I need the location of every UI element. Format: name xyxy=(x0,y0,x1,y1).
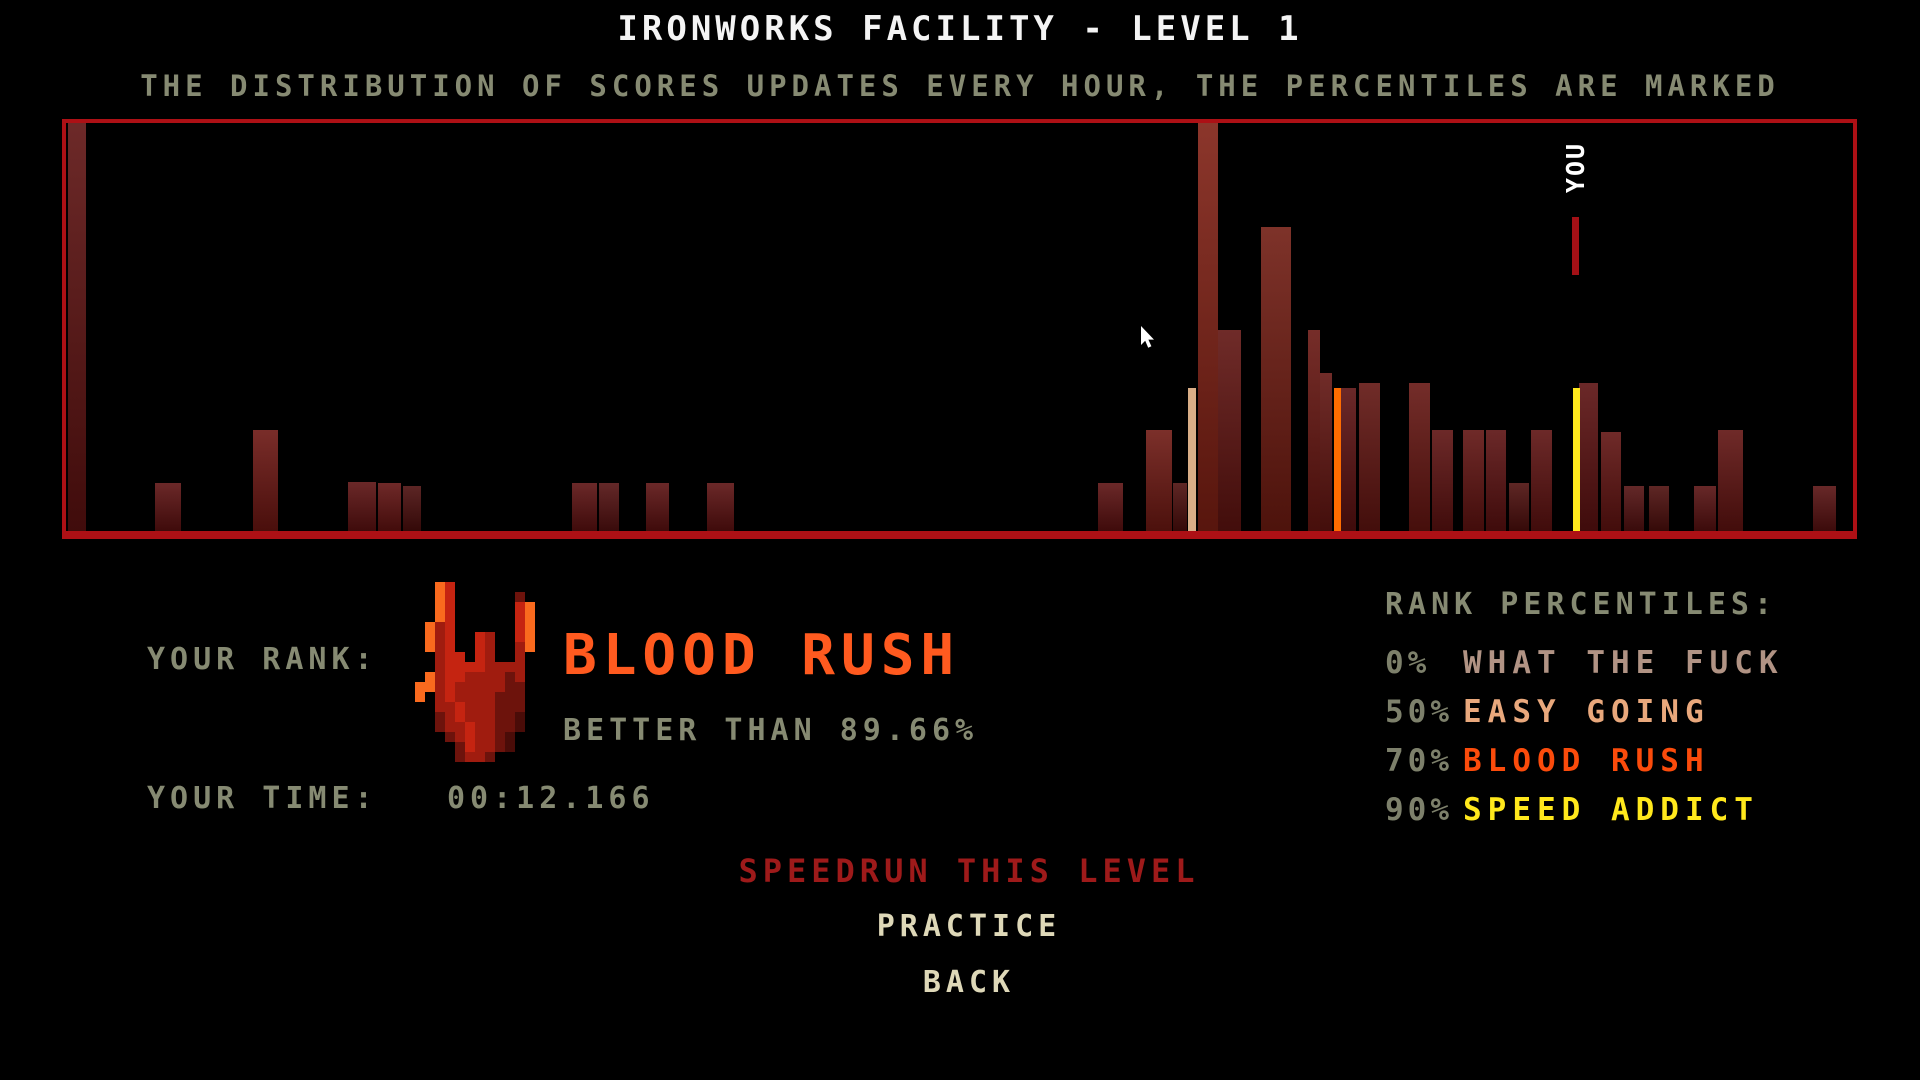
menu-item-practice[interactable]: PRACTICE xyxy=(876,909,1062,944)
histogram-bar xyxy=(1173,483,1187,531)
histogram-bar xyxy=(1718,430,1743,531)
histogram-bar xyxy=(253,430,278,531)
histogram-bar xyxy=(1432,430,1453,531)
histogram-bar xyxy=(572,483,597,531)
page-title: IRONWORKS FACILITY - LEVEL 1 xyxy=(617,9,1303,49)
histogram-bar xyxy=(1198,123,1218,531)
your-time-value: 00:12.166 xyxy=(447,781,655,816)
histogram-bar xyxy=(1261,227,1291,531)
histogram-bar xyxy=(1694,486,1716,531)
percentile-marker-90 xyxy=(1573,388,1580,531)
histogram-bar xyxy=(646,483,669,531)
percentile-value: 70% xyxy=(1385,743,1453,779)
histogram-bar xyxy=(1218,330,1241,531)
histogram-bar xyxy=(68,123,86,531)
menu-item-back[interactable]: BACK xyxy=(922,965,1016,1000)
percentile-marker-70 xyxy=(1334,388,1341,531)
your-time-label: YOUR TIME: xyxy=(147,781,378,816)
histogram-bar xyxy=(1320,373,1332,531)
histogram-bar xyxy=(599,483,619,531)
histogram-bar xyxy=(1579,383,1598,531)
percentile-value: 90% xyxy=(1385,792,1453,828)
histogram: YOU xyxy=(62,119,1857,539)
you-marker-label: YOU xyxy=(1561,141,1591,193)
histogram-bar xyxy=(1601,432,1621,531)
histogram-bar xyxy=(1463,430,1484,531)
histogram-bar xyxy=(1146,430,1172,531)
subtitle: THE DISTRIBUTION OF SCORES UPDATES EVERY… xyxy=(140,69,1780,103)
histogram-bar xyxy=(1409,383,1430,531)
percentile-value: 50% xyxy=(1385,694,1453,730)
histogram-bar xyxy=(348,482,376,531)
percentile-marker-50 xyxy=(1188,388,1196,531)
histogram-bar xyxy=(1509,483,1529,531)
rock-hand-icon xyxy=(415,582,545,762)
histogram-bar xyxy=(1486,430,1506,531)
better-than-text: BETTER THAN 89.66% xyxy=(563,713,979,748)
menu-item-speedrun-this-level[interactable]: SPEEDRUN THIS LEVEL xyxy=(738,852,1200,890)
histogram-bar xyxy=(1531,430,1552,531)
rank-value: BLOOD RUSH xyxy=(563,623,961,688)
histogram-bar xyxy=(707,483,734,531)
you-marker-tick xyxy=(1572,217,1579,275)
histogram-bar xyxy=(1341,388,1356,531)
mouse-cursor xyxy=(1140,326,1158,350)
histogram-bar xyxy=(1308,330,1320,531)
rank-name: EASY GOING xyxy=(1463,694,1710,730)
rank-percentiles-heading: RANK PERCENTILES: xyxy=(1385,587,1778,622)
your-rank-label: YOUR RANK: xyxy=(147,642,378,677)
histogram-bar xyxy=(1098,483,1123,531)
histogram-bar xyxy=(1813,486,1836,531)
histogram-bar xyxy=(1359,383,1380,531)
histogram-bar xyxy=(403,486,421,531)
histogram-bar xyxy=(378,483,401,531)
percentile-value: 0% xyxy=(1385,645,1431,681)
rank-name: SPEED ADDICT xyxy=(1463,792,1759,828)
histogram-bar xyxy=(155,483,181,531)
rank-name: WHAT THE FUCK xyxy=(1463,645,1784,681)
histogram-bar xyxy=(1624,486,1644,531)
rank-name: BLOOD RUSH xyxy=(1463,743,1710,779)
histogram-bar xyxy=(1649,486,1669,531)
